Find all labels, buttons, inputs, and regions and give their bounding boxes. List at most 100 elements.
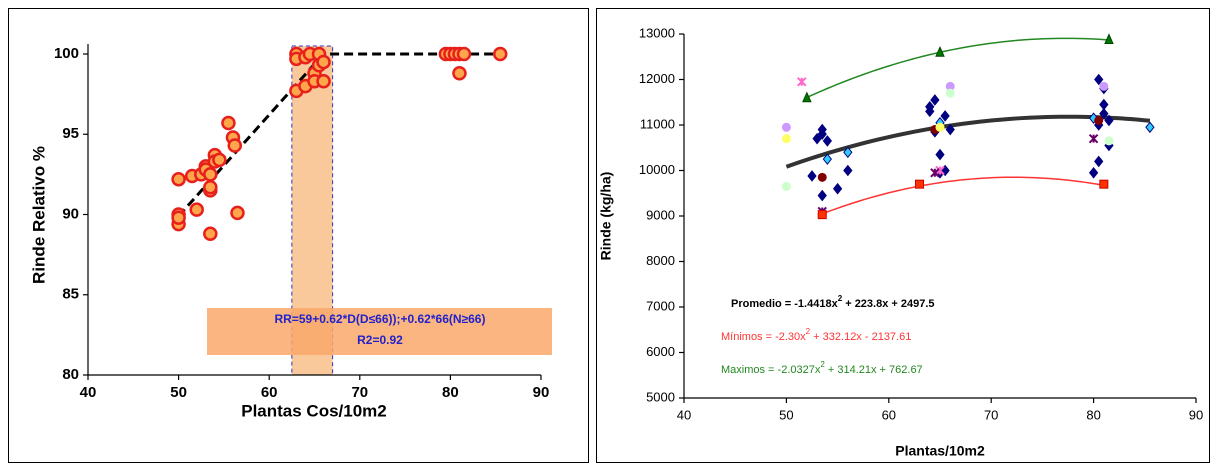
y-tick-label: 11000 bbox=[640, 116, 675, 131]
annotation-text: RR=59+0.62*D(D≤66));+0.62*66(N≥66) bbox=[275, 312, 486, 326]
x-tick-label: 40 bbox=[80, 384, 97, 401]
point bbox=[1094, 155, 1104, 168]
point bbox=[1099, 179, 1109, 189]
x-tick-label: 40 bbox=[677, 407, 691, 422]
y-tick-label: 9000 bbox=[646, 207, 675, 222]
point bbox=[797, 77, 807, 87]
point bbox=[212, 152, 227, 168]
equation-part: + 332.12x - 2137.61 bbox=[810, 331, 911, 343]
y-tick-label: 90 bbox=[62, 205, 79, 222]
point bbox=[1094, 115, 1104, 125]
x-tick-label: 50 bbox=[170, 384, 187, 401]
x-tick-label: 60 bbox=[261, 384, 278, 401]
point bbox=[822, 135, 833, 147]
point bbox=[189, 202, 204, 217]
point bbox=[203, 226, 218, 242]
point bbox=[781, 181, 791, 191]
x-axis-title: Plantas/10m2 bbox=[895, 443, 985, 459]
equation-exponent: 2 bbox=[838, 294, 843, 303]
point bbox=[925, 105, 935, 118]
point bbox=[817, 189, 827, 202]
point bbox=[935, 122, 945, 132]
x-tick-label: 80 bbox=[1086, 407, 1100, 422]
x-tick-label: 60 bbox=[882, 407, 896, 422]
point bbox=[1088, 166, 1099, 179]
point bbox=[203, 167, 218, 182]
point bbox=[203, 179, 218, 195]
right-panel bbox=[596, 8, 1210, 463]
point bbox=[1104, 136, 1114, 146]
point bbox=[935, 165, 945, 176]
annotation-box bbox=[207, 308, 552, 355]
point bbox=[230, 205, 245, 221]
point bbox=[807, 170, 817, 182]
equation: Mínimos = -2.30x2 + 332.12x - 2137.61 bbox=[721, 327, 911, 343]
y-tick-label: 85 bbox=[62, 286, 79, 303]
point bbox=[781, 122, 791, 132]
point bbox=[1099, 107, 1109, 120]
point bbox=[492, 46, 508, 62]
y-tick-label: 6000 bbox=[646, 344, 675, 359]
y-tick-label: 100 bbox=[54, 45, 79, 62]
x-tick-label: 50 bbox=[779, 407, 793, 422]
equation-exponent: 2 bbox=[820, 360, 825, 369]
point bbox=[843, 146, 853, 159]
point bbox=[935, 148, 945, 161]
point bbox=[817, 128, 827, 140]
point bbox=[832, 182, 843, 195]
y-tick-label: 95 bbox=[62, 125, 79, 142]
point bbox=[171, 171, 186, 187]
y-tick-label: 7000 bbox=[646, 298, 675, 313]
annotation-text: R2=0.92 bbox=[357, 333, 403, 347]
y-tick-label: 8000 bbox=[646, 253, 675, 268]
point bbox=[221, 115, 236, 131]
x-tick-label: 70 bbox=[984, 407, 998, 422]
point bbox=[171, 210, 186, 225]
point bbox=[843, 164, 853, 177]
point bbox=[915, 179, 925, 189]
equation: Promedio = -1.4418x2 + 223.8x + 2497.5 bbox=[731, 294, 935, 310]
x-tick-label: 70 bbox=[351, 384, 368, 401]
point bbox=[1088, 133, 1099, 144]
y-tick-label: 13000 bbox=[639, 25, 675, 40]
equation-part: Promedio = -1.4418x bbox=[731, 298, 839, 310]
equation-part: Mínimos = -2.30x bbox=[721, 331, 806, 343]
y-tick-label: 5000 bbox=[646, 389, 675, 404]
equation: Maximos = -2.0327x2 + 314.21x + 762.67 bbox=[721, 360, 923, 376]
point bbox=[1104, 114, 1114, 127]
x-axis-title: Plantas Cos/10m2 bbox=[241, 401, 387, 420]
y-tick-label: 80 bbox=[62, 366, 79, 383]
x-tick-label: 90 bbox=[1189, 407, 1203, 422]
fit-curve bbox=[821, 176, 1104, 215]
point bbox=[802, 91, 812, 103]
point bbox=[940, 110, 950, 122]
point bbox=[452, 66, 467, 81]
point bbox=[812, 132, 822, 145]
point bbox=[1099, 81, 1109, 91]
equation-part: Maximos = -2.0327x bbox=[721, 364, 821, 376]
equation-part: + 314.21x + 762.67 bbox=[825, 364, 923, 376]
equation-exponent: 2 bbox=[806, 327, 811, 336]
fit-curve bbox=[806, 37, 1110, 99]
point bbox=[456, 46, 472, 62]
point bbox=[945, 123, 955, 136]
point bbox=[817, 210, 827, 220]
x-tick-label: 90 bbox=[533, 384, 550, 401]
point bbox=[935, 45, 945, 57]
point bbox=[822, 153, 833, 165]
point bbox=[781, 134, 791, 144]
y-axis-title: Rinde Relativo % bbox=[29, 146, 48, 284]
point bbox=[316, 74, 331, 89]
point bbox=[316, 54, 331, 70]
equation-part: + 223.8x + 2497.5 bbox=[842, 298, 934, 310]
point bbox=[930, 94, 940, 106]
point bbox=[1094, 73, 1104, 86]
point bbox=[945, 88, 955, 98]
point bbox=[1104, 33, 1114, 44]
y-tick-label: 12000 bbox=[639, 71, 675, 86]
x-tick-label: 80 bbox=[442, 384, 459, 401]
point bbox=[930, 168, 940, 178]
point bbox=[1145, 121, 1155, 134]
y-tick-label: 10000 bbox=[639, 162, 675, 177]
